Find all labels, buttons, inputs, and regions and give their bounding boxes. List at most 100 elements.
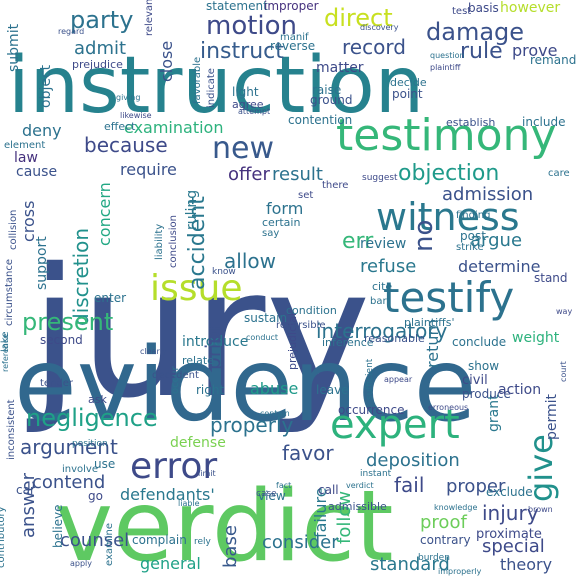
word-follow: follow — [334, 491, 355, 544]
word-conclude: conclude — [452, 335, 506, 349]
word-prejudice: prejudice — [72, 58, 123, 71]
word-conduct: conduct — [246, 333, 278, 342]
word-admissible: admissible — [328, 500, 387, 513]
word-favorable: favorable — [192, 57, 203, 104]
word-enter: enter — [94, 291, 126, 305]
word-believe: believe — [51, 504, 65, 548]
word-instruct: instruct — [200, 39, 284, 64]
word-light: light — [232, 85, 259, 99]
word-special: special — [482, 536, 545, 557]
word-right: right — [196, 383, 224, 397]
word-point: point — [392, 87, 423, 101]
word-exclude: exclude — [486, 485, 533, 499]
word-grant: grant — [486, 394, 502, 432]
word-sufficient: sufficient — [365, 358, 375, 400]
word-manif: manif — [280, 32, 309, 43]
word-defendants: defendants' — [120, 485, 215, 504]
word-plaintiffs: plaintiffs' — [404, 316, 455, 329]
word-verdict: verdict — [346, 481, 374, 490]
word-because: because — [84, 133, 168, 157]
word-know: know — [212, 267, 236, 277]
word-position: position — [72, 439, 108, 449]
word-complain: complain — [132, 533, 187, 547]
word-prejudicial: prejudicial — [286, 313, 299, 370]
word-tender: tender — [40, 378, 74, 389]
word-testimony: testimony — [336, 110, 556, 161]
word-concern: concern — [95, 182, 114, 246]
word-call: call — [318, 483, 339, 497]
word-ruling: ruling — [184, 190, 200, 230]
word-theory: theory — [500, 555, 552, 574]
word-injury: injury — [482, 501, 539, 525]
word-examine: examine — [104, 523, 115, 566]
word-matter: matter — [316, 60, 364, 76]
word-regard: regard — [58, 27, 84, 36]
word-limit: limit — [198, 469, 216, 478]
word-sustain: sustain — [244, 311, 287, 325]
word-leave: leave — [316, 383, 349, 397]
word-prove: prove — [512, 41, 557, 60]
word-deposition: deposition — [366, 450, 460, 471]
word-objection: objection — [398, 161, 499, 186]
word-counsel: counsel — [60, 530, 129, 551]
word-condition: condition — [286, 304, 337, 317]
word-expert: expert — [330, 402, 460, 448]
word-post: post — [460, 229, 486, 243]
word-strike: strike — [456, 242, 484, 253]
word-err: err — [342, 229, 374, 254]
word-show: show — [468, 359, 499, 373]
word-produce: produce — [462, 387, 511, 401]
word-proximate: proximate — [476, 527, 542, 542]
word-close: close — [157, 41, 176, 82]
word-finding: finding — [456, 210, 490, 221]
word-discovery: discovery — [360, 23, 399, 32]
word-civil: civil — [462, 373, 488, 388]
word-liability: liability — [154, 224, 165, 260]
word-offer: offer — [228, 164, 270, 185]
word-reference: reference — [1, 334, 10, 372]
word-support: support — [34, 236, 50, 290]
word-bar: bar — [370, 296, 387, 307]
word-contention: contention — [288, 113, 352, 127]
word-prior: prior — [201, 322, 225, 370]
word-refuse: refuse — [360, 256, 416, 277]
word-proper: proper — [446, 476, 506, 497]
word-basis: basis — [468, 1, 499, 15]
word-plaintiff: plaintiff — [430, 63, 461, 72]
word-case: case — [256, 489, 277, 499]
word-knowledge: knowledge — [434, 503, 477, 512]
word-review: review — [360, 236, 406, 252]
word-ask: ask — [88, 393, 107, 406]
word-rely: rely — [194, 537, 212, 547]
word-establish: establish — [446, 116, 495, 129]
word-lake: lake — [0, 332, 11, 353]
word-discretion: discretion — [69, 228, 93, 326]
word-return: return — [423, 319, 442, 368]
word-failure: failure — [311, 487, 330, 538]
word-decide: decide — [390, 76, 427, 89]
word-cite: cite — [372, 280, 392, 293]
word-statement: statement — [206, 0, 268, 13]
word-allow: allow — [224, 249, 276, 273]
word-cross: cross — [19, 201, 38, 242]
word-effect: effect — [104, 120, 136, 133]
word-action: action — [498, 382, 541, 398]
word-erroneous: erroneous — [428, 403, 468, 412]
word-ground: ground — [310, 93, 352, 107]
word-fact: fact — [276, 481, 291, 490]
word-agree: agree — [232, 98, 264, 111]
word-inference: inference — [322, 336, 374, 349]
word-indicate: indicate — [206, 68, 217, 108]
word-admit: admit — [74, 38, 126, 59]
word-reversible: reversible — [276, 320, 326, 331]
word-attempt: attempt — [238, 107, 270, 116]
word-motion: motion — [206, 11, 297, 41]
word-no: no — [409, 220, 439, 252]
word-contain: contain — [260, 409, 290, 418]
word-relate: relate — [182, 354, 214, 367]
word-set: set — [298, 190, 313, 201]
word-proof: proof — [420, 512, 467, 533]
word-go: go — [88, 489, 103, 503]
word-examination: examination — [124, 118, 223, 137]
word-giving: giving — [116, 93, 140, 102]
